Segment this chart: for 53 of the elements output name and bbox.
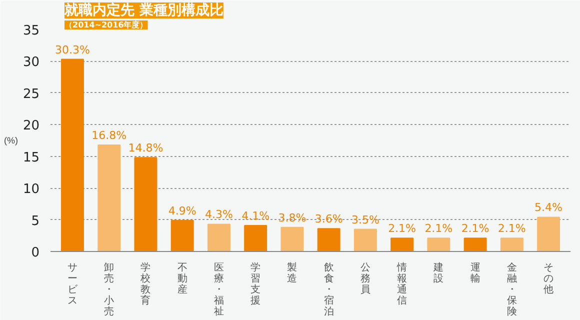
bar	[280, 226, 304, 252]
data-label: 2.1%	[424, 222, 453, 236]
data-label: 2.1%	[461, 222, 490, 236]
data-label: 4.9%	[168, 204, 196, 218]
y-tick-label: 5	[31, 214, 40, 229]
data-label: 3.8%	[278, 211, 306, 224]
x-tick-label: 情報通信	[396, 262, 408, 306]
y-axis-title: (%)	[4, 136, 18, 146]
x-tick-label: その他	[544, 262, 554, 296]
x-tick-label: 公務員	[360, 262, 370, 296]
bar	[244, 224, 268, 252]
data-label: 5.4%	[534, 201, 563, 214]
data-label: 3.5%	[351, 213, 380, 226]
x-tick-label: 医療・福祉	[214, 262, 224, 318]
data-label: 14.8%	[128, 142, 164, 155]
bar	[207, 224, 230, 252]
data-label: 30.3%	[55, 43, 90, 56]
bar	[390, 238, 414, 252]
x-tick-label: 不動産	[177, 262, 188, 296]
y-tick-label: 15	[22, 150, 40, 166]
x-tick-label: 製造	[287, 262, 298, 284]
y-tick-label: 0	[31, 246, 40, 260]
bar	[317, 228, 340, 252]
x-tick-label: 運輸	[470, 262, 480, 284]
bar	[354, 228, 377, 252]
data-label: 3.6%	[314, 212, 343, 226]
x-tick-label: 学習支援	[250, 262, 261, 306]
x-tick-label: 建設	[432, 262, 444, 284]
x-tick-label: 卸売・小売	[104, 262, 114, 318]
x-tick-label: 学校教育	[140, 262, 151, 306]
y-tick-label: 35	[22, 24, 40, 38]
bar	[537, 216, 560, 252]
bar	[170, 220, 194, 252]
x-tick-label: 飲食・宿泊	[324, 262, 334, 318]
data-label: 2.1%	[498, 222, 526, 236]
bar	[60, 58, 84, 252]
y-tick-label: 20	[22, 118, 40, 134]
y-tick-label: 25	[22, 86, 40, 102]
data-label: 4.3%	[204, 208, 233, 222]
x-tick-label: サービス	[67, 262, 78, 306]
bar	[98, 144, 121, 252]
bar	[134, 157, 158, 252]
data-label: 2.1%	[388, 222, 416, 236]
data-label: 16.8%	[92, 128, 127, 142]
x-tick-label: 金融・保険	[506, 262, 517, 318]
bar	[427, 238, 450, 252]
y-tick-label: 30	[22, 55, 40, 70]
chart-subtitle: （2014~2016年度）	[64, 20, 148, 30]
bar	[500, 238, 524, 252]
data-label: 4.1%	[242, 209, 270, 222]
y-tick-label: 10	[22, 182, 40, 198]
bar	[464, 238, 487, 252]
chart-title: 就職内定先 業種別構成比	[64, 2, 224, 18]
